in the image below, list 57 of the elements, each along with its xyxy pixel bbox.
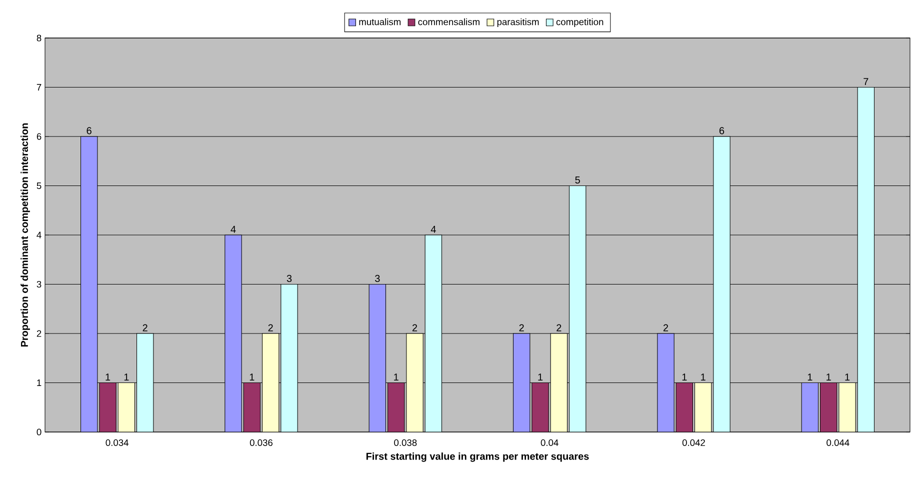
- data-label: 1: [106, 374, 110, 380]
- data-label: 3: [286, 274, 292, 282]
- data-label: 3: [375, 274, 380, 282]
- y-tick-label: 5: [36, 182, 42, 189]
- bar: [838, 382, 856, 432]
- data-label: 2: [268, 324, 273, 332]
- data-label: 1: [826, 374, 831, 380]
- y-tick-label: 2: [36, 330, 42, 337]
- y-tick-label: 8: [36, 34, 42, 42]
- y-tick-label: 0: [36, 428, 42, 436]
- x-tick-label: 0.038: [394, 439, 417, 446]
- x-tick-label: 0.042: [682, 439, 705, 446]
- bar: [118, 382, 136, 432]
- data-label: 1: [682, 374, 687, 380]
- data-label: 1: [701, 374, 706, 380]
- bar: [136, 333, 154, 432]
- bar: [568, 185, 586, 432]
- data-label: 4: [230, 226, 236, 233]
- y-tick-label: 3: [36, 280, 42, 288]
- bar: [406, 333, 424, 432]
- data-label: 2: [519, 324, 524, 332]
- y-tick-label: 7: [36, 84, 42, 90]
- x-tick-label: 0.04: [540, 439, 558, 446]
- data-label: 1: [124, 374, 129, 380]
- data-label: 1: [250, 374, 254, 380]
- y-tick-label: 4: [36, 232, 42, 238]
- bar: [857, 86, 875, 432]
- y-tick-label: 1: [37, 380, 42, 386]
- data-label: 6: [719, 127, 724, 134]
- y-axis-title: Proportion of dominant competition interaction: [20, 123, 30, 347]
- data-label: 1: [845, 374, 850, 380]
- x-axis-title: First starting value in grams per meter squares: [366, 452, 589, 462]
- bar: [694, 382, 712, 432]
- x-tick-label: 0.044: [826, 439, 850, 446]
- y-tick-label: 6: [36, 133, 42, 140]
- legend-label: commensalism: [418, 18, 480, 26]
- data-label: 7: [864, 78, 868, 85]
- data-label: 2: [663, 324, 668, 332]
- data-label: 1: [394, 374, 398, 380]
- data-label: 6: [86, 127, 92, 134]
- data-label: 2: [142, 324, 148, 332]
- data-label: 5: [575, 176, 580, 184]
- legend-label: competition: [556, 18, 604, 28]
- bar: [424, 234, 442, 432]
- bar: [262, 333, 280, 432]
- data-label: 2: [556, 324, 562, 332]
- data-label: 2: [412, 324, 418, 332]
- bar: [550, 333, 568, 432]
- data-label: 1: [538, 374, 543, 380]
- data-label: 1: [808, 374, 812, 380]
- bar: [713, 136, 730, 432]
- x-tick-label: 0.034: [106, 439, 128, 446]
- data-label: 4: [430, 226, 436, 233]
- bar: [280, 284, 298, 432]
- legend-label: parasitism: [497, 18, 539, 28]
- legend-label: mutualism: [359, 18, 401, 26]
- x-tick-label: 0.036: [250, 439, 273, 446]
